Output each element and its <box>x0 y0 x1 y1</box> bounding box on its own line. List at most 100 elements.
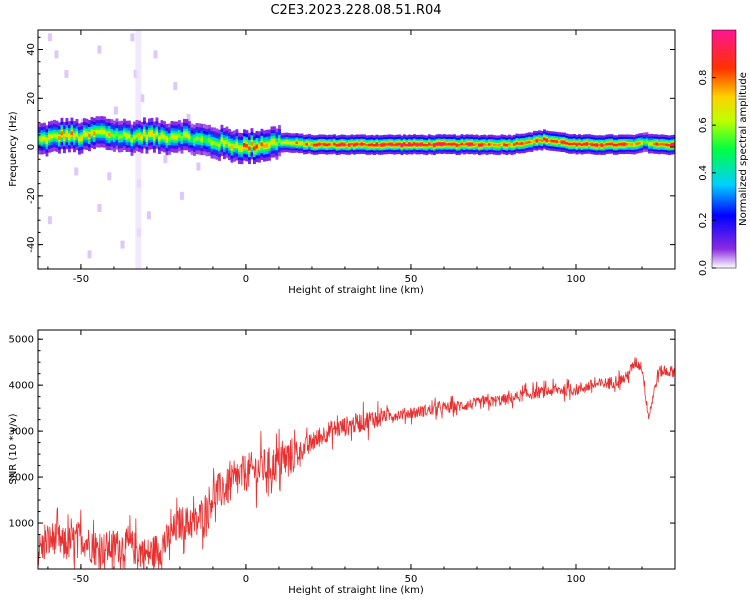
heatmap-cell <box>443 143 446 145</box>
heatmap-cell <box>416 143 419 145</box>
heatmap-cell <box>133 135 136 139</box>
heatmap-cell <box>671 144 674 146</box>
heatmap-cell <box>246 144 249 148</box>
heatmap-cell <box>373 144 376 146</box>
heatmap-cell <box>386 143 389 145</box>
heatmap-cell <box>656 143 659 145</box>
heatmap-cell <box>521 142 524 144</box>
heatmap-cell <box>306 143 309 145</box>
heatmap-cell <box>478 144 481 146</box>
heatmap-cell <box>288 142 291 144</box>
heatmap-cell <box>111 133 114 137</box>
heatmap-cell <box>43 136 46 140</box>
heatmap-cell <box>488 143 491 145</box>
heatmap-cell <box>238 146 241 150</box>
heatmap-cell <box>548 140 551 142</box>
heatmap-cell <box>563 141 566 143</box>
heatmap-cell <box>221 138 224 142</box>
heatmap-cell <box>401 144 404 146</box>
heatmap-cell <box>193 138 196 142</box>
heatmap-cell <box>91 131 94 135</box>
heatmap-cell <box>236 143 239 147</box>
figure: C2E3.2023.228.08.51.R04 -50 0 50 100-40-200… <box>0 0 750 600</box>
heatmap-cell <box>578 143 581 145</box>
heatmap-cell <box>643 141 646 143</box>
heatmap-cell <box>608 143 611 145</box>
heatmap-cell <box>81 136 84 140</box>
heatmap-cell <box>593 144 596 146</box>
heatmap-cell <box>113 134 116 138</box>
heatmap-cell <box>411 144 414 146</box>
heatmap-speckle <box>64 70 68 78</box>
heatmap-cell <box>106 132 109 136</box>
heatmap-cell <box>333 143 336 145</box>
heatmap-cell <box>446 143 449 145</box>
heatmap-cell <box>636 143 639 145</box>
heatmap-cell <box>173 135 176 139</box>
heatmap-cell <box>321 143 324 145</box>
heatmap-speckle <box>147 211 151 219</box>
heatmap-cell <box>481 144 484 146</box>
heatmap-cell <box>381 144 384 146</box>
heatmap-cell <box>73 135 76 139</box>
heatmap-cell <box>216 142 219 146</box>
heatmap-cell <box>281 142 284 144</box>
heatmap-cell <box>248 147 251 151</box>
figure-title: C2E3.2023.228.08.51.R04 <box>270 3 441 18</box>
heatmap-cell <box>336 144 339 146</box>
colorbar: 0.00.20.40.60.8 Normalized spectral ampl… <box>698 30 749 276</box>
heatmap-speckle <box>107 172 111 180</box>
heatmap-cell <box>468 143 471 145</box>
colorbar-tick-label: 0.4 <box>698 165 709 181</box>
heatmap-cell <box>553 140 556 142</box>
heatmap-cell <box>433 144 436 146</box>
heatmap-cell <box>48 135 51 139</box>
heatmap-cell <box>618 143 621 145</box>
heatmap-cell <box>426 144 429 146</box>
heatmap-cell <box>98 130 101 134</box>
heatmap-cell <box>566 142 569 144</box>
heatmap-cell <box>583 143 586 145</box>
heatmap-cell <box>66 132 69 136</box>
heatmap-cell <box>53 134 56 138</box>
heatmap-cell <box>393 144 396 146</box>
heatmap-y-tick-label: 40 <box>26 43 37 56</box>
heatmap-cell <box>358 143 361 145</box>
heatmap-cell <box>268 143 271 147</box>
heatmap-cell <box>266 143 269 147</box>
heatmap-cell <box>588 143 591 145</box>
heatmap-cell <box>538 139 541 141</box>
heatmap-cell <box>148 132 151 136</box>
heatmap-cell <box>231 145 234 149</box>
heatmap-cell <box>68 135 71 139</box>
heatmap-speckle <box>97 46 101 54</box>
heatmap-y-tick-label: -20 <box>26 188 37 204</box>
snr-panel: -50 0 50 100 1000 2000 3000 4000 5000 Height of … <box>8 330 675 596</box>
colorbar-gradient <box>712 30 736 268</box>
heatmap-x-tick-label: 0 <box>243 274 249 285</box>
snr-y-axis-label: SNR (10 * v/v) <box>8 413 19 484</box>
heatmap-cell <box>558 141 561 143</box>
heatmap-cell <box>103 130 106 134</box>
heatmap-speckle <box>180 192 184 200</box>
heatmap-cell <box>403 143 406 145</box>
heatmap-speckle <box>173 82 177 90</box>
heatmap-cell <box>141 136 144 140</box>
heatmap-cell <box>78 137 81 141</box>
heatmap-cell <box>406 144 409 146</box>
heatmap-cell <box>383 143 386 145</box>
heatmap-cell <box>461 143 464 145</box>
heatmap-cell <box>83 132 86 136</box>
heatmap-cell <box>413 143 416 145</box>
snr-x-tick-label: 0 <box>243 574 249 585</box>
heatmap-cell <box>158 136 161 140</box>
heatmap-cell <box>448 143 451 145</box>
heatmap-cell <box>431 144 434 146</box>
heatmap-cell <box>341 143 344 145</box>
heatmap-cell <box>441 143 444 145</box>
heatmap-cell <box>318 143 321 145</box>
heatmap-cell <box>456 144 459 146</box>
heatmap-y-axis-label: Frequency (Hz) <box>8 111 19 187</box>
heatmap-cell <box>41 137 44 141</box>
heatmap-cell <box>203 138 206 142</box>
